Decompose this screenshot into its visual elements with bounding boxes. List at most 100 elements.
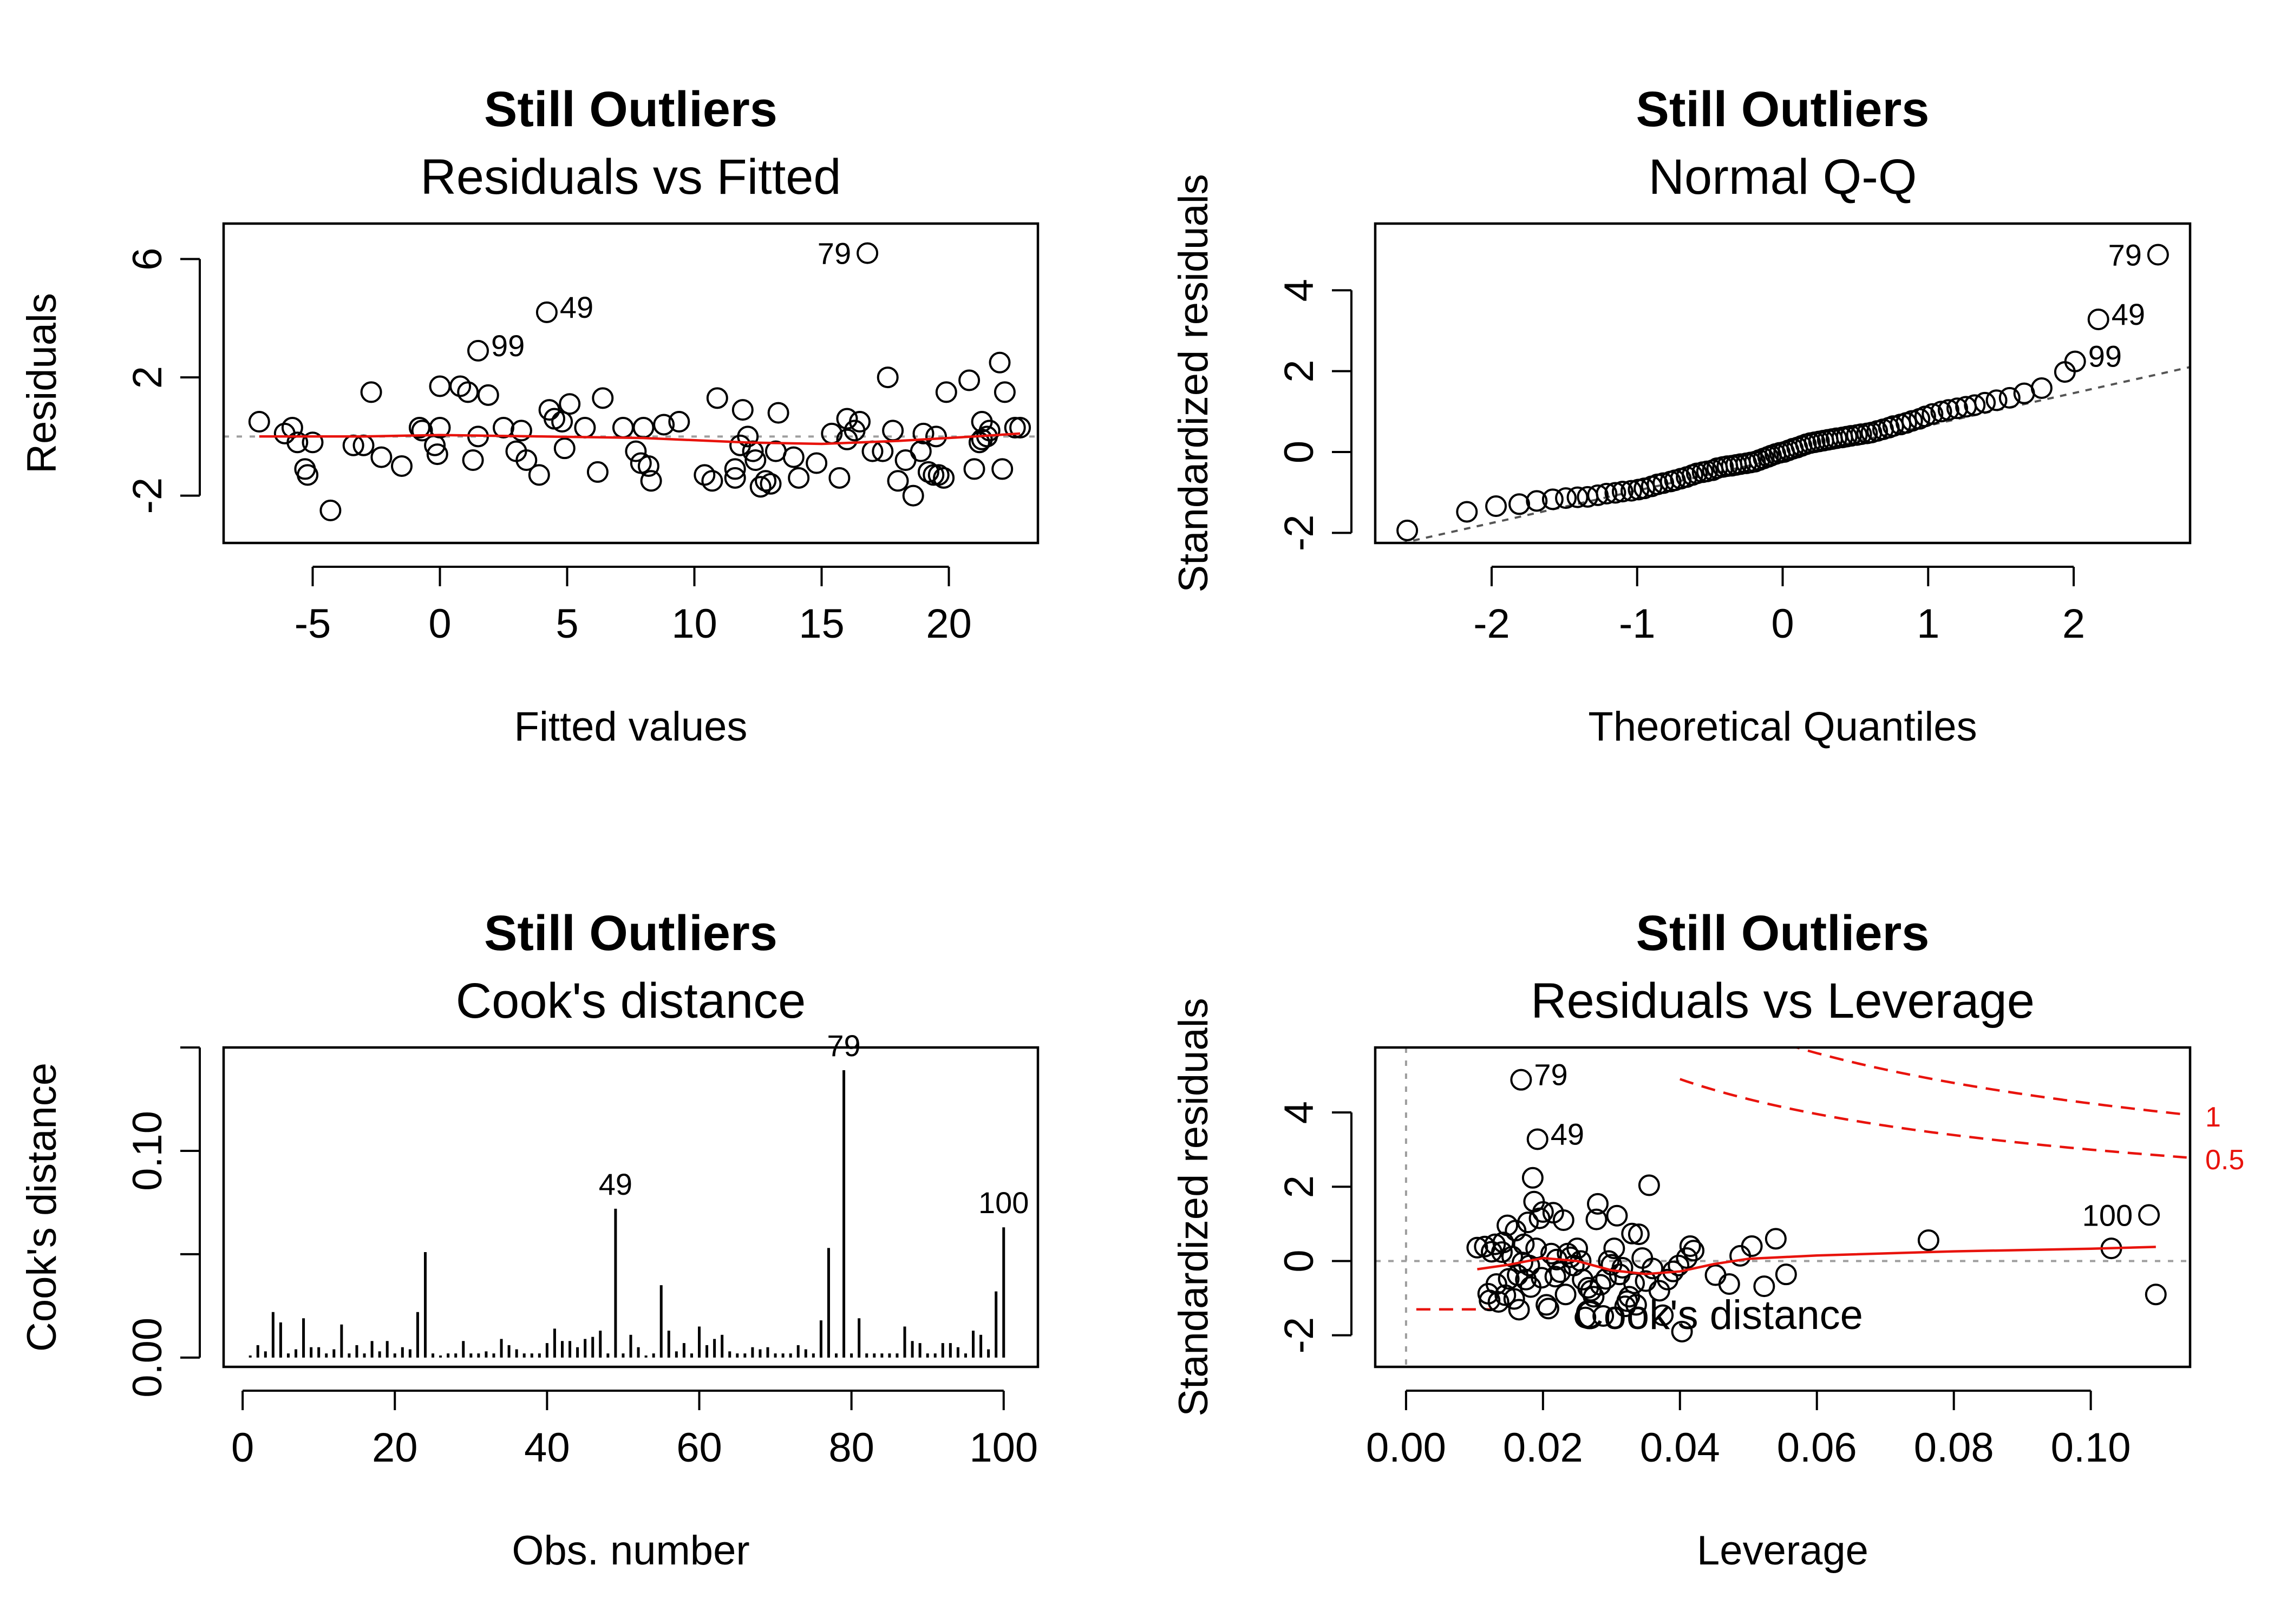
plot-frame [1374, 222, 2192, 545]
data-point [694, 464, 716, 486]
data-point [586, 461, 609, 483]
point-label: 99 [491, 329, 525, 363]
data-point [1508, 493, 1531, 515]
y-tick-label: 0 [1276, 1249, 1322, 1272]
data-point [297, 464, 319, 486]
data-point [836, 408, 858, 430]
plot-frame [222, 1046, 1040, 1368]
data-point [991, 458, 1014, 480]
smooth-line [1477, 1246, 2156, 1275]
data-point [912, 422, 935, 444]
data-point [559, 393, 581, 415]
x-tick-label: 5 [556, 601, 578, 647]
point-label: 79 [827, 1029, 860, 1063]
data-points [1466, 1069, 2167, 1343]
data-point [1532, 1201, 1554, 1223]
data-point [978, 420, 1001, 442]
data-point [1549, 1261, 1571, 1284]
data-point [806, 452, 828, 474]
x-tick-label: 0 [1771, 601, 1794, 647]
data-point [933, 467, 955, 489]
data-point [724, 467, 746, 489]
data-point [737, 425, 759, 448]
data-point [637, 455, 659, 477]
data-point [1668, 1254, 1690, 1276]
data-point [2145, 1284, 2167, 1306]
x-tick-label: 1 [1917, 601, 1939, 647]
y-tick-label: 0 [1276, 441, 1322, 463]
x-axis-label: Leverage [1697, 1528, 1868, 1574]
y-tick-label: -2 [1276, 1317, 1322, 1354]
data-point [1775, 1263, 1797, 1286]
data-point [551, 411, 573, 433]
plot-content [1375, 1047, 2190, 1367]
data-point [1765, 1228, 1787, 1250]
data-point [286, 431, 309, 454]
data-point [1521, 1167, 1544, 1189]
cooks-contour-1 [1792, 1047, 2187, 1116]
data-point [302, 431, 324, 454]
y-tick-label: -2 [125, 477, 171, 514]
data-point [553, 437, 576, 460]
data-point [653, 414, 675, 436]
data-point [1671, 1320, 1693, 1343]
plot-content [224, 242, 1038, 521]
data-point [1566, 1237, 1589, 1260]
y-tick-label: -2 [1276, 515, 1322, 552]
x-tick-label: -2 [1473, 601, 1510, 647]
data-point [528, 464, 550, 486]
point-label: 100 [2082, 1198, 2133, 1232]
data-point [1642, 1258, 1664, 1280]
data-point [1004, 416, 1026, 438]
data-point [1544, 1266, 1566, 1288]
plot-content [1396, 244, 2190, 543]
chart-subtitle: Cook's distance [456, 973, 806, 1029]
data-point [1009, 416, 1031, 438]
data-point [467, 339, 489, 362]
data-point [1648, 1280, 1670, 1302]
data-point [1535, 1294, 1558, 1316]
data-point [493, 416, 514, 438]
data-point [1525, 1237, 1547, 1260]
point-label: 79 [1534, 1058, 1567, 1092]
qq-panel: Still Outliers Normal Q-Q Theoretical Quan… [1171, 82, 2192, 750]
data-point [927, 464, 950, 486]
data-point [1611, 481, 1633, 503]
data-point [1587, 484, 1609, 506]
data-point [1606, 1204, 1628, 1227]
y-axis-label: Cook's distance [19, 1063, 65, 1352]
x-axis: -2 -1 0 1 2 [1473, 566, 2085, 647]
x-tick-label: -1 [1619, 601, 1656, 647]
point-label: 49 [1551, 1117, 1584, 1151]
data-point [1753, 1275, 1775, 1298]
data-point [2138, 1204, 2160, 1226]
x-axis: 0 20 40 60 80 100 [231, 1390, 1038, 1471]
cooks-contour-label: 1 [2205, 1102, 2221, 1133]
data-point [1513, 1233, 1535, 1255]
smooth-line [259, 432, 1021, 446]
x-tick-label: 2 [2062, 601, 2085, 647]
point-label: 49 [599, 1167, 632, 1201]
data-point [963, 458, 985, 480]
cook-bars [249, 1070, 1005, 1358]
data-point [510, 420, 532, 442]
cook-panel: Still Outliers Cook's distance Obs. number… [19, 906, 1040, 1574]
data-point [1585, 1208, 1608, 1230]
cooks-distance-legend: Cook's distance [1574, 1292, 1863, 1338]
data-point [592, 387, 614, 409]
data-point [958, 369, 981, 391]
x-tick-label: 0.02 [1503, 1425, 1583, 1471]
data-point [1510, 1069, 1532, 1091]
data-point [1574, 1306, 1597, 1328]
data-point [1998, 387, 2021, 409]
y-tick-label: 6 [125, 247, 171, 270]
data-point [1652, 1304, 1674, 1326]
y-axis: 0.00 0.10 [125, 1046, 201, 1398]
data-point [1611, 1256, 1633, 1279]
data-point [1625, 1294, 1647, 1316]
data-point [1683, 1240, 1705, 1262]
data-point [457, 381, 479, 403]
data-point [1930, 401, 1952, 423]
